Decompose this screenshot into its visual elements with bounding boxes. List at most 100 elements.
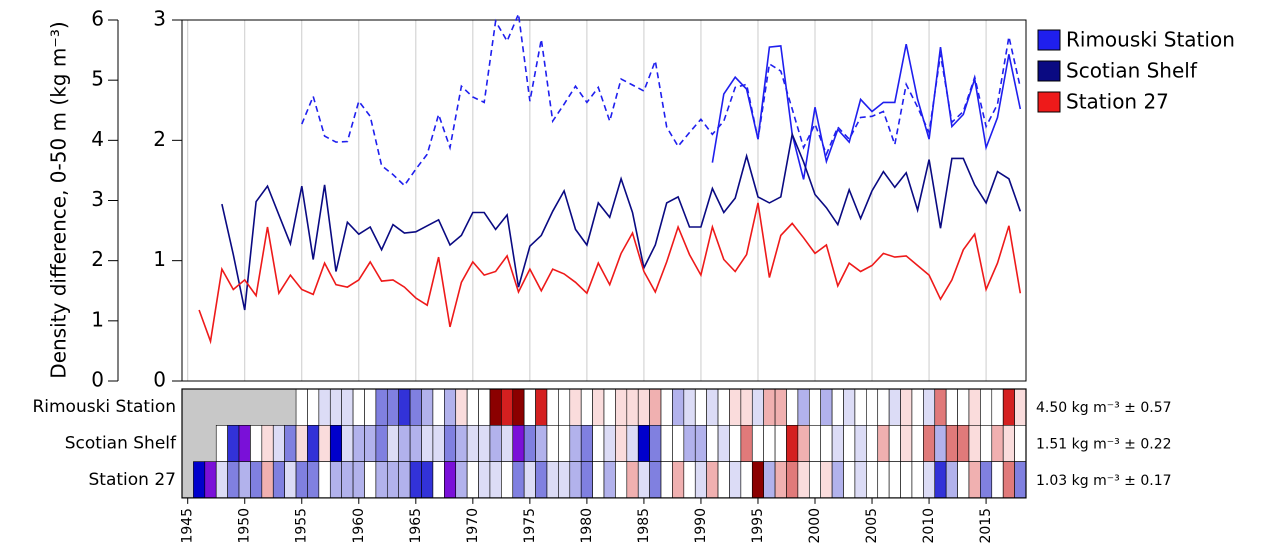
score-cell [980, 388, 993, 426]
score-cell [786, 388, 799, 426]
series-line [301, 10, 1022, 187]
score-cell [923, 424, 936, 462]
score-cell [626, 424, 639, 462]
score-cell [455, 424, 468, 462]
row-label: Rimouski Station [32, 397, 176, 417]
score-cell [580, 388, 593, 426]
score-cell [808, 424, 822, 462]
score-cell [945, 461, 958, 499]
score-cell [968, 461, 981, 499]
score-cell [683, 424, 696, 462]
score-cell [307, 424, 320, 462]
score-cell [250, 388, 263, 426]
score-cell [352, 461, 365, 499]
score-cell [592, 461, 605, 499]
score-cell [466, 461, 479, 499]
score-cell [466, 424, 479, 462]
score-cell [797, 388, 810, 426]
score-cell [455, 461, 468, 499]
score-cell [751, 461, 764, 499]
score-cell [535, 461, 548, 499]
score-cell [261, 424, 274, 462]
score-cell [683, 388, 696, 426]
score-cell [615, 461, 628, 499]
score-cell [512, 461, 525, 499]
score-cell [911, 461, 924, 499]
score-cell [980, 424, 993, 462]
score-cell [945, 388, 958, 426]
score-cell [592, 388, 605, 426]
y-tick-label: 3 [91, 187, 104, 211]
row-label: Station 27 [89, 470, 176, 490]
score-cell [284, 424, 297, 462]
score-cell [307, 388, 320, 426]
score-cell [375, 388, 388, 426]
score-cell [957, 388, 970, 426]
score-cell [649, 388, 662, 426]
score-cell [341, 461, 354, 499]
score-cell [626, 461, 639, 499]
score-cell [706, 424, 719, 462]
score-cell [181, 388, 194, 426]
row-stat: 1.51 kg m⁻³ ± 0.22 [1036, 436, 1172, 452]
score-cell [900, 424, 913, 462]
score-cell [455, 388, 468, 426]
score-cell [1014, 424, 1027, 462]
x-tick-label: 1960 [351, 508, 367, 544]
score-cell [649, 424, 662, 462]
score-cell [729, 461, 742, 499]
y2-tick-label: 3 [153, 7, 166, 31]
score-cell [193, 388, 206, 426]
score-cell [980, 461, 993, 499]
score-cell [660, 388, 673, 426]
score-cell [672, 461, 685, 499]
score-cell [729, 388, 742, 426]
legend-swatch [1037, 29, 1061, 51]
score-cell [843, 388, 856, 426]
score-cell [272, 388, 285, 426]
score-cell [900, 388, 913, 426]
score-cell [238, 388, 251, 426]
score-cell [558, 461, 571, 499]
legend-swatch [1037, 60, 1061, 82]
score-cell [1002, 424, 1015, 462]
series-line [221, 131, 1022, 311]
score-cell [398, 388, 411, 426]
legend-swatch [1037, 91, 1061, 113]
score-cell [968, 424, 981, 462]
scorecard-frame [181, 388, 1027, 499]
score-cell [478, 461, 491, 499]
score-cell [569, 424, 582, 462]
score-cell [478, 388, 491, 426]
score-cell [774, 424, 787, 462]
x-tick-label: 1950 [237, 508, 253, 544]
score-cell [466, 388, 479, 426]
score-cell [238, 461, 251, 499]
score-cell [717, 388, 730, 426]
y-tick-label: 5 [91, 67, 104, 91]
score-cell [546, 461, 559, 499]
score-cell [694, 461, 707, 499]
score-cell [831, 461, 844, 499]
x-tick-label: 1995 [750, 508, 766, 544]
score-cell [432, 461, 445, 499]
score-cell [546, 388, 559, 426]
score-cell [866, 424, 879, 462]
score-cell [934, 388, 947, 426]
score-cell [751, 388, 764, 426]
score-cell [501, 424, 514, 462]
score-cell [843, 424, 856, 462]
score-cell [421, 388, 434, 426]
score-cell [991, 388, 1004, 426]
x-tick-label: 1980 [579, 508, 595, 544]
y-tick-label: 2 [91, 247, 104, 271]
score-cell [751, 424, 764, 462]
score-cell [272, 461, 285, 499]
score-cell [569, 461, 582, 499]
score-cell [444, 424, 457, 462]
score-cell [615, 388, 628, 426]
y-axis-label: Density difference, 0-50 m (kg m⁻³) [47, 21, 71, 378]
score-cell [649, 461, 662, 499]
score-cell [329, 424, 342, 462]
